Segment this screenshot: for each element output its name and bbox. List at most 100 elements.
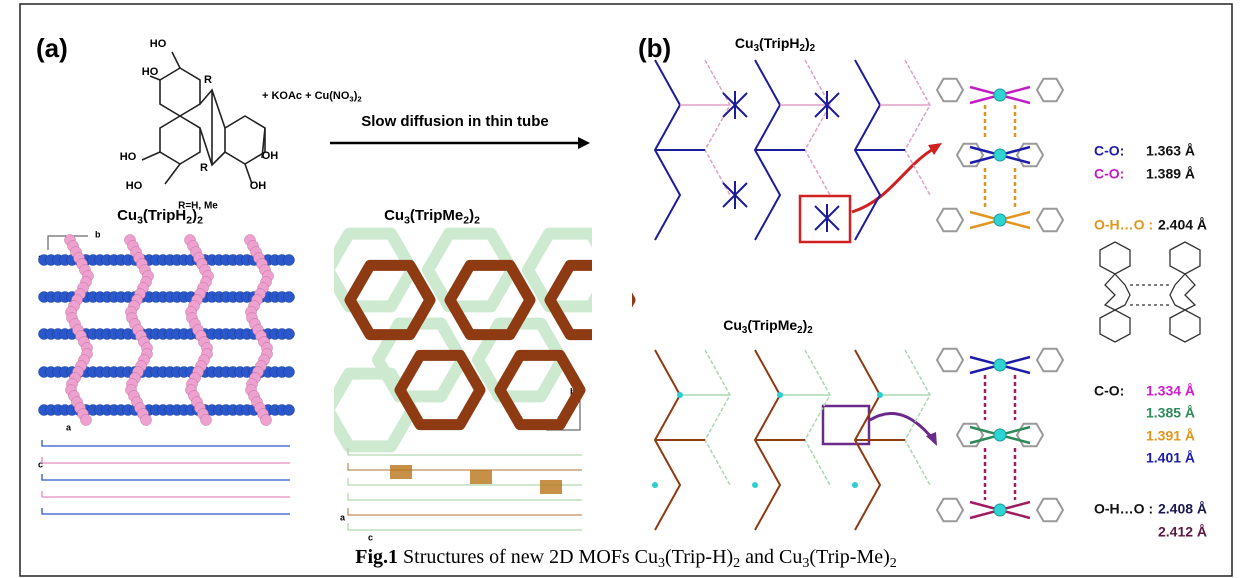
wire-row [42,457,290,463]
text-segment: Structures of new 2D MOFs Cu [398,546,658,568]
condition: Slow diffusion in thin tube [361,113,548,130]
atom [284,367,295,378]
bond-label: O-H…O : [1094,217,1153,233]
text-segment: 3 [802,556,809,571]
zoom-arrow [870,413,932,438]
bond-value: 1.389 Å [1146,166,1195,182]
bond-value: 2.408 Å [1158,501,1207,517]
atom [284,329,295,340]
text-segment: 2 [474,214,480,226]
text-segment: (TripMe [747,317,797,333]
substituent: HO [120,151,137,163]
zoom-arrow [852,148,935,212]
atom [81,415,92,426]
atom [261,415,272,426]
arrow-head [928,143,942,155]
bond-label: O-H…O : [1094,501,1153,517]
crop [592,220,632,435]
text-segment: Fig.1 [355,546,398,568]
bond-value: 1.391 Å [1146,428,1195,444]
text-segment: (TripH [759,35,799,51]
substituent: R [200,162,208,174]
text-segment: Cu [384,207,404,224]
zoom-box [823,406,869,444]
ring [1037,499,1063,522]
bond-value: 1.385 Å [1146,405,1195,421]
net-line [805,350,830,485]
substituent: HO [142,66,159,78]
ring [937,209,963,232]
ring [225,116,265,164]
cu-atom [994,429,1006,441]
text-segment: (Trip-H) [665,546,733,568]
ring [937,79,963,102]
ring [160,68,200,116]
wire-row [42,508,290,514]
text-segment: Cu [723,317,742,333]
page: {"panel_a": {"label": "(a)", "molecule":… [0,0,1242,578]
cu-node [777,392,783,398]
figure: (a) (b) Fig.1 Structures of new 2D MOFs … [0,0,1242,578]
ring [1100,310,1130,342]
wire-node [470,470,492,484]
ring [1100,242,1130,274]
atom [284,405,295,416]
substituent: HO [126,180,143,192]
ring [1037,209,1063,232]
cu-atom [994,359,1006,371]
formula: Cu3(TripH2)2 [735,35,816,54]
wire-row [42,491,290,497]
substituent: OH [262,150,279,162]
wire-node [390,465,412,479]
axis-label: a [66,422,72,432]
formula: Cu3(TripMe2)2 [723,317,813,336]
text-segment: 2 [807,325,813,336]
wire-row [348,463,582,470]
cu-node [652,482,658,488]
net-line [705,60,730,195]
wire-row [42,440,290,446]
cu-atom [994,89,1006,101]
wire-row [348,523,582,530]
h-bonds [1130,285,1170,305]
arrow-head [578,137,590,149]
text-segment: + KOAc + Cu(NO [262,90,350,102]
star-node [815,204,839,232]
bond-label: C-O: [1094,166,1124,182]
bond-value: 1.363 Å [1146,143,1195,159]
net-line [905,60,930,195]
ring [937,499,963,522]
text-segment: 2 [197,214,203,226]
bond-value: 1.334 Å [1146,383,1195,399]
text-segment: 2 [890,556,897,571]
text-segment: (TripMe [410,207,463,224]
ring [160,116,200,164]
axis-label: c [368,532,373,542]
wire-row [42,474,290,480]
bond-label: C-O: [1094,383,1124,399]
cu-node [852,482,858,488]
atom [201,415,212,426]
text-segment: 2 [810,43,816,54]
reagents: + KOAc + Cu(NO3)2 [262,90,362,103]
wire-node [540,480,562,494]
cu-atom [994,149,1006,161]
bond-value: 2.404 Å [1158,217,1207,233]
bond-value: 1.401 Å [1146,450,1195,466]
star-node [723,181,747,209]
formula: Cu3(TripMe2)2 [384,207,480,226]
substituent: OH [250,180,267,192]
caption: Fig.1 Structures of new 2D MOFs Cu3(Trip… [355,546,897,572]
wire-row [348,493,582,500]
net-line [705,350,730,485]
bond-value: 2.412 Å [1158,524,1207,540]
text-segment: 3 [658,556,665,571]
ring [937,349,963,372]
wire-row [348,508,582,515]
atom [141,415,152,426]
cu-atom [994,504,1006,516]
ring [1170,242,1200,274]
axis-label: a [340,512,346,522]
text-segment: 2 [733,556,740,571]
ring [1037,349,1063,372]
